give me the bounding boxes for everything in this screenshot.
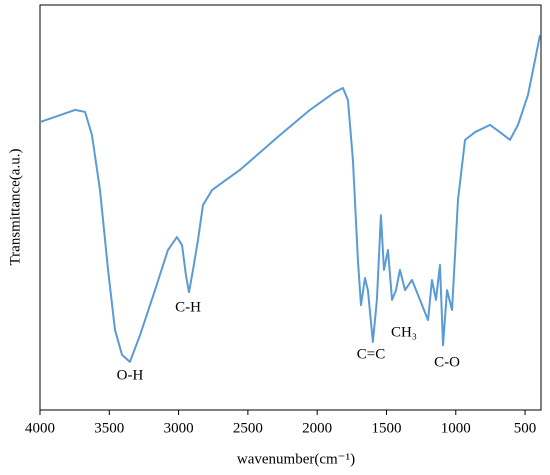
peak-annotation: CH₃ (391, 324, 417, 340)
x-tick-label: 3000 (164, 420, 194, 436)
x-tick-label: 2000 (302, 420, 332, 436)
x-tick-label: 1500 (371, 420, 401, 436)
peak-annotation: O-H (117, 367, 144, 383)
spectrum-line (39, 34, 542, 363)
x-tick-label: 4000 (25, 420, 55, 436)
x-tick-label: 2500 (233, 420, 263, 436)
x-tick-label: 500 (514, 420, 537, 436)
plot-frame (39, 4, 542, 411)
peak-annotation: C-O (434, 354, 460, 370)
x-tick-label: 3500 (94, 420, 124, 436)
peak-annotation: C=C (357, 346, 385, 362)
peak-annotation: C-H (175, 299, 201, 315)
x-axis-label: wavenumber(cm⁻¹) (237, 451, 355, 467)
x-tick-label: 1000 (441, 420, 471, 436)
y-axis-label: Transmittance(a.u.) (7, 149, 23, 266)
